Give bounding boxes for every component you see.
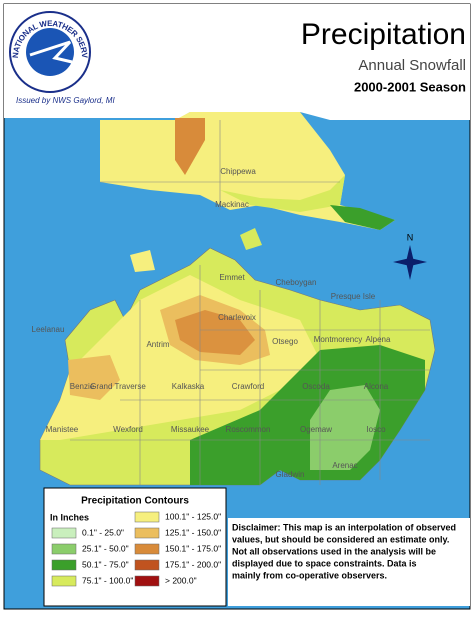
county-label: Roscommon [226,425,271,434]
subtitle: Annual Snowfall [358,57,466,74]
county-label: Iosco [366,425,386,434]
legend-label: 175.1" - 200.0" [165,559,221,569]
island [130,250,155,272]
county-label: Grand Traverse [90,382,146,391]
legend-label: 50.1" - 75.0" [82,559,129,569]
county-label: Gladwin [276,470,305,479]
county-label: Oscoda [302,382,330,391]
county-label: Mackinac [215,200,249,209]
legend-label: 75.1" - 100.0" [82,575,133,585]
legend-label: 125.1" - 150.0" [165,527,221,537]
legend-label: 25.1" - 50.0" [82,543,129,553]
county-label: Leelanau [32,325,65,334]
disclaimer-line: Not all observations used in the analysi… [232,546,436,556]
legend-swatch [134,527,160,539]
disclaimer-line: mainly from co-operative observers. [232,570,387,580]
zone [330,205,395,230]
county-lines [70,120,430,485]
title: Precipitation [301,18,466,51]
legend-swatch [51,527,77,539]
header-band [4,4,470,120]
county-label: Alpena [366,335,391,344]
legend-title: Precipitation Contours [81,496,189,507]
island [240,228,262,250]
zone [175,118,205,175]
county-label: Alcona [364,382,389,391]
county-label: Cheboygan [276,278,317,287]
county-label: Manistee [46,425,79,434]
county-label: Montmorency [314,335,362,344]
county-label: Charlevoix [218,313,256,322]
disclaimer-box [228,518,470,606]
county-label: Chippewa [220,167,256,176]
zone [220,175,345,212]
legend-swatch [134,511,160,523]
county-label: Ogemaw [300,425,332,434]
zone [310,385,380,470]
compass-label: N [407,232,414,242]
county-label: Wexford [113,425,143,434]
compass: N [393,232,427,280]
legend-units: In Inches [50,512,89,522]
season: 2000-2001 Season [354,79,466,94]
legend-swatch [134,543,160,555]
disclaimer-line: Disclaimer: This map is an interpolation… [232,522,456,532]
legend-swatch [134,559,160,571]
disclaimer-line: displayed due to space constraints. Data… [232,558,417,568]
zone [68,355,120,400]
county-label: Kalkaska [172,382,205,391]
disclaimer: Disclaimer: This map is an interpolation… [232,522,456,580]
zone [175,310,255,355]
county-label: Arenac [332,461,357,470]
legend-label: 0.1" - 25.0" [82,527,124,537]
county-label: Antrim [146,340,169,349]
county-label: Crawford [232,382,264,391]
legend-swatch [51,559,77,571]
county-labels: Chippewa Mackinac Emmet Cheboygan Presque Is… [32,167,391,479]
legend-label: > 200.0" [165,575,197,585]
disclaimer-line: values, but should be considered an esti… [232,534,449,544]
issued: Issued by NWS Gaylord, MI [16,96,115,105]
county-label: Presque Isle [331,292,376,301]
legend-swatch [134,575,160,587]
county-label: Benzie [70,382,95,391]
legend-swatch [51,543,77,555]
legend-items: 0.1" - 25.0" 25.1" - 50.0" 50.1" - 75.0" 75… [51,511,221,587]
legend-swatch [51,575,77,587]
legend-label: 150.1" - 175.0" [165,543,221,553]
legend-label: 100.1" - 125.0" [165,511,221,521]
county-label: Emmet [219,273,245,282]
county-label: Otsego [272,337,298,346]
zone [40,275,320,440]
county-label: Missaukee [171,425,210,434]
